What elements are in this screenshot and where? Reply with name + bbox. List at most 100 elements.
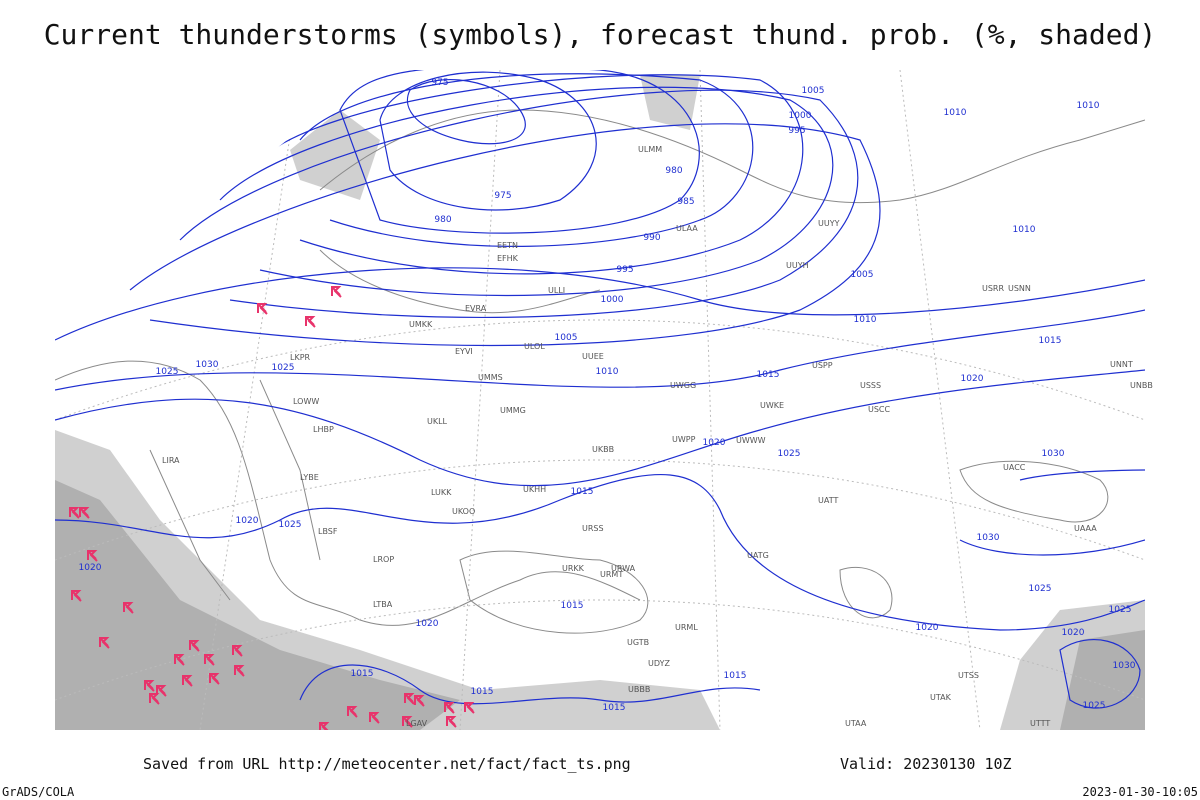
thunderstorm-symbol: [257, 303, 268, 315]
station-label: LTBA: [373, 600, 393, 609]
thunderstorm-symbol: [189, 640, 200, 652]
isobar-label: 1005: [802, 86, 825, 96]
station-label: LBSF: [318, 527, 338, 536]
station-label: USNN: [1008, 284, 1031, 293]
station-label: UMMG: [500, 406, 526, 415]
station-labels: ULLI UUEE UMMS UKBB UKHH URSS URKK URWA UATG UATT…: [162, 145, 1153, 728]
station-label: UGTB: [627, 638, 649, 647]
source-url: Saved from URL http://meteocenter.net/fa…: [143, 755, 631, 773]
isobar-label: 1015: [471, 687, 494, 697]
thunderstorm-symbol: [123, 602, 134, 614]
credit: GrADS/COLA: [2, 785, 75, 799]
thunderstorm-symbol: [174, 654, 185, 666]
station-label: LOWW: [293, 397, 319, 406]
title: Current thunderstorms (symbols), forecas…: [44, 18, 1157, 51]
station-label: LYBE: [300, 473, 319, 482]
thunderstorm-symbol: [234, 665, 245, 677]
graticule: [55, 70, 1145, 730]
thunderstorm-symbol: [402, 716, 413, 728]
thunderstorm-symbol: [347, 706, 358, 718]
station-label: ULAA: [676, 224, 698, 233]
valid-time: Valid: 20230130 10Z: [840, 755, 1012, 773]
isobar-label: 1025: [272, 363, 295, 373]
thunderstorm-symbol: [182, 675, 193, 687]
isobar-label: 1025: [778, 449, 801, 459]
thunderstorm-symbol: [87, 550, 98, 562]
isobar-label: 975: [494, 191, 511, 201]
thunderstorm-symbol: [69, 507, 80, 519]
isobar-label: 1015: [561, 601, 584, 611]
thunderstorm-symbol: [404, 693, 415, 705]
station-label: LROP: [373, 555, 394, 564]
isobar-label: 1020: [916, 623, 939, 633]
station-label: ULMM: [638, 145, 662, 154]
thunderstorm-symbols: [69, 286, 475, 730]
isobar-label: 1020: [1062, 628, 1085, 638]
isobar-label: 1005: [555, 333, 578, 343]
station-label: UAAA: [1074, 524, 1097, 533]
thunderstorm-symbol: [232, 645, 243, 657]
station-label: URWA: [611, 564, 636, 573]
station-label: UWWW: [736, 436, 766, 445]
isobar-label: 980: [434, 215, 451, 225]
station-label: LKPR: [290, 353, 311, 362]
thunderstorm-symbol: [319, 722, 330, 730]
station-label: USSS: [860, 381, 881, 390]
station-label: UUYH: [786, 261, 809, 270]
isobar-label: 1030: [1113, 661, 1136, 671]
thunderstorm-symbol: [204, 654, 215, 666]
station-label: UNBB: [1130, 381, 1153, 390]
station-label: LHBP: [313, 425, 334, 434]
isobar-label: 990: [643, 233, 660, 243]
isobar-label: 995: [616, 265, 633, 275]
isobar-label: 1020: [703, 438, 726, 448]
isobar-label: 1030: [196, 360, 219, 370]
station-label: UMKK: [409, 320, 433, 329]
isobar-label: 1015: [603, 703, 626, 713]
isobar-label: 1020: [236, 516, 259, 526]
station-label: LUKK: [431, 488, 452, 497]
station-label: UDYZ: [648, 659, 670, 668]
isobar-label: 1010: [596, 367, 619, 377]
isobar-label: 1010: [944, 108, 967, 118]
station-label: UMMS: [478, 373, 503, 382]
station-label: UATT: [818, 496, 838, 505]
isobar-label: 1025: [1029, 584, 1052, 594]
isobar-label: 1015: [571, 487, 594, 497]
station-label: UUYY: [818, 219, 840, 228]
station-label: UTAK: [930, 693, 952, 702]
coastlines: [55, 109, 1145, 634]
thunderstorm-symbol: [144, 680, 155, 692]
isobar-label: 1015: [757, 370, 780, 380]
isobar-label: 975: [431, 78, 448, 88]
isobar-label: 980: [665, 166, 682, 176]
isobar-label: 995: [788, 126, 805, 136]
station-label: EVRA: [465, 304, 487, 313]
thunderstorm-symbol: [444, 702, 455, 714]
isobar-label: 1015: [724, 671, 747, 681]
map: [55, 70, 1145, 730]
isobars: [55, 70, 1145, 709]
isobar-labels: 975 975 980 980 985 990 995 1000 1005 1010 1015 102…: [79, 78, 1136, 713]
isobar-label: 1020: [416, 619, 439, 629]
station-label: UWKE: [760, 401, 784, 410]
thunderstorm-symbol: [369, 712, 380, 724]
station-label: UTTT: [1030, 719, 1050, 728]
isobar-label: 1025: [1083, 701, 1106, 711]
station-label: UKBB: [592, 445, 614, 454]
station-label: UKLL: [427, 417, 448, 426]
station-label: UTAA: [845, 719, 867, 728]
station-label: URMT: [600, 570, 623, 579]
station-label: UBBB: [628, 685, 650, 694]
isobar-label: 1020: [79, 563, 102, 573]
isobar-label: 1020: [961, 374, 984, 384]
thunderstorm-symbol: [209, 673, 220, 685]
station-label: LGAV: [406, 719, 428, 728]
station-label: EFHK: [497, 254, 519, 263]
isobar-label: 1010: [1077, 101, 1100, 111]
thunderstorm-symbol: [156, 685, 167, 697]
isobar-label: 1005: [851, 270, 874, 280]
isobar-label: 985: [677, 197, 694, 207]
isobar-label: 1000: [789, 111, 812, 121]
